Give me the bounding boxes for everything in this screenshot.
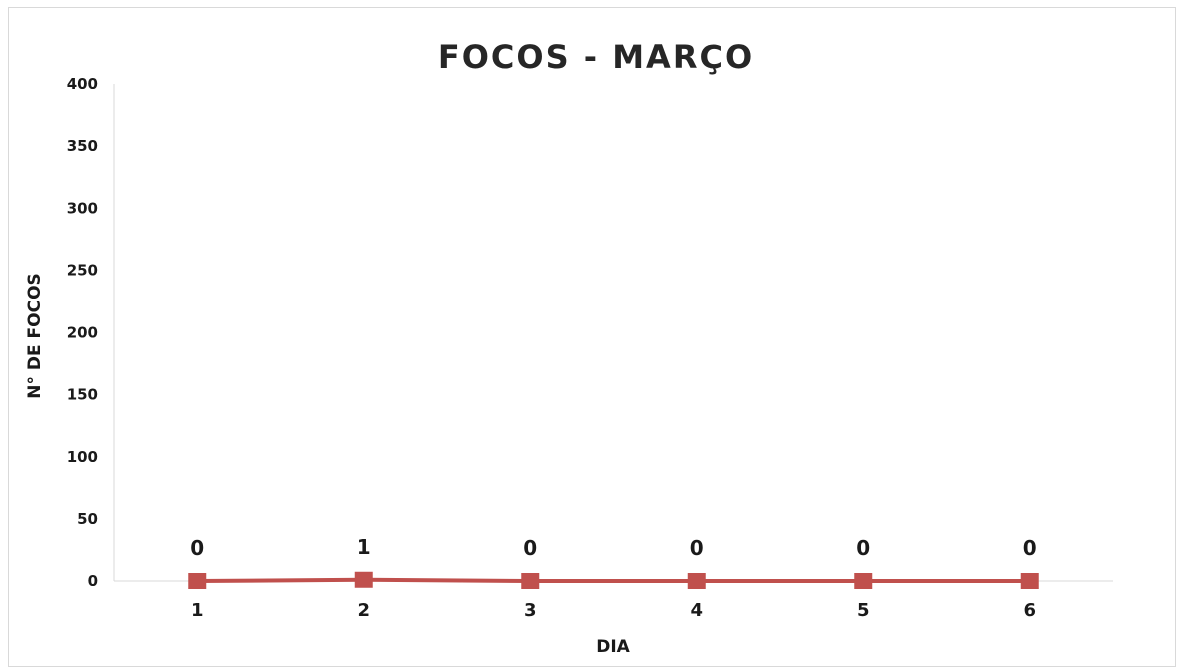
series-line	[197, 577, 1030, 583]
data-point-marker	[354, 571, 373, 588]
x-tick-label: 3	[524, 600, 537, 621]
data-point-marker	[687, 573, 706, 589]
data-labels: 0 1 0 0 0 0	[190, 535, 1036, 560]
y-tick-label: 300	[67, 199, 98, 217]
x-tick-label: 4	[690, 600, 703, 621]
data-point-marker	[1020, 573, 1039, 589]
data-point-marker	[188, 573, 207, 589]
x-tick-label: 6	[1023, 600, 1036, 621]
y-tick-label: 350	[67, 137, 98, 155]
y-tick-label: 200	[67, 324, 98, 342]
data-label: 0	[1023, 536, 1037, 560]
data-label: 1	[357, 535, 371, 559]
data-label: 0	[190, 536, 204, 560]
chart-title: FOCOS - MARÇO	[438, 38, 754, 76]
data-label: 0	[523, 536, 537, 560]
y-tick-label: 150	[67, 386, 98, 404]
x-axis: 1 2 3 4 5 6	[114, 580, 1113, 621]
y-tick-label: 50	[77, 510, 98, 528]
data-point-marker	[521, 573, 540, 589]
data-label: 0	[856, 536, 870, 560]
x-tick-label: 5	[857, 600, 870, 621]
y-axis: 0 50 100 150 200 250 300 350 400	[67, 75, 115, 590]
x-tick-label: 1	[191, 600, 204, 621]
y-axis-title: N° DE FOCOS	[25, 273, 45, 399]
data-point-marker	[854, 573, 873, 589]
data-label: 0	[690, 536, 704, 560]
y-tick-label: 100	[67, 448, 98, 466]
y-tick-label: 250	[67, 261, 98, 279]
chart-frame	[8, 7, 1176, 667]
x-axis-title: DIA	[596, 637, 630, 657]
y-tick-label: 0	[88, 572, 98, 590]
series-group	[188, 571, 1039, 589]
y-tick-label: 400	[67, 75, 98, 93]
x-tick-label: 2	[357, 600, 370, 621]
